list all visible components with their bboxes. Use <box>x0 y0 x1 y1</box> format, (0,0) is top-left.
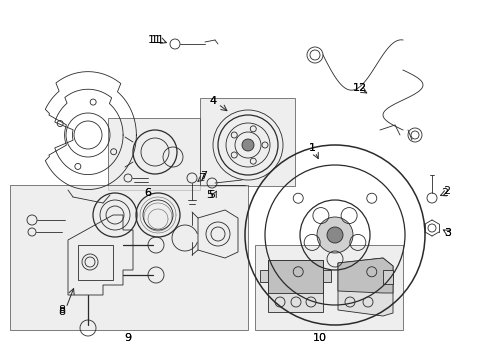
Bar <box>108 118 200 190</box>
Bar <box>200 98 294 186</box>
Polygon shape <box>337 258 392 293</box>
Text: 1: 1 <box>308 143 315 153</box>
Text: 11: 11 <box>148 35 162 45</box>
Text: 12: 12 <box>352 83 366 93</box>
Circle shape <box>242 139 253 151</box>
Bar <box>323 270 330 282</box>
Text: 8: 8 <box>59 307 65 317</box>
Polygon shape <box>337 258 392 316</box>
Text: 3: 3 <box>444 228 450 238</box>
Text: 5: 5 <box>208 190 215 200</box>
Text: 2: 2 <box>443 186 449 196</box>
Text: 2: 2 <box>441 188 447 198</box>
Text: 9: 9 <box>124 333 131 343</box>
Text: 10: 10 <box>312 333 326 343</box>
Text: 7: 7 <box>200 171 207 181</box>
Text: 11: 11 <box>151 35 164 45</box>
Text: 8: 8 <box>59 305 65 315</box>
Bar <box>10 185 247 330</box>
Text: 6: 6 <box>144 188 151 198</box>
Text: 10: 10 <box>312 333 326 343</box>
Circle shape <box>326 227 342 243</box>
Bar <box>260 270 267 282</box>
Text: 4: 4 <box>209 96 216 106</box>
Bar <box>254 245 402 330</box>
Text: 9: 9 <box>124 333 131 343</box>
Text: 5: 5 <box>206 190 213 200</box>
Circle shape <box>316 217 352 253</box>
Text: 3: 3 <box>444 228 450 238</box>
Text: 6: 6 <box>144 188 151 198</box>
Text: 12: 12 <box>352 83 366 93</box>
Text: 1: 1 <box>308 143 315 153</box>
Bar <box>267 260 323 312</box>
Bar <box>382 270 392 284</box>
Bar <box>267 260 323 293</box>
Text: 4: 4 <box>209 96 216 106</box>
Text: 7: 7 <box>198 173 205 183</box>
